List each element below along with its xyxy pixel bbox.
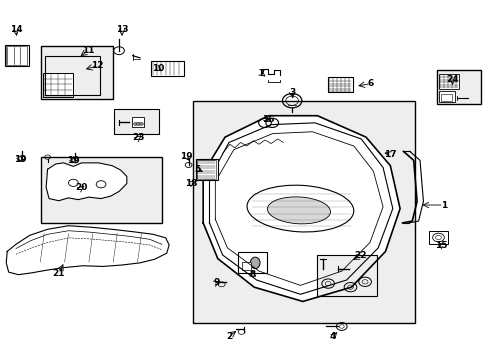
Bar (151, 61, 184, 76)
Text: 7: 7 (258, 69, 264, 78)
Polygon shape (6, 226, 169, 275)
Ellipse shape (250, 257, 260, 269)
Bar (428, 231, 447, 244)
Circle shape (139, 122, 143, 125)
Text: 19: 19 (15, 155, 27, 164)
Bar (41, 46, 113, 99)
Text: 24: 24 (446, 76, 458, 85)
Bar (45, 57, 100, 95)
Text: 3: 3 (288, 88, 295, 97)
Bar (6, 46, 27, 65)
Text: 9: 9 (213, 278, 220, 287)
Bar (317, 255, 376, 296)
Text: 5: 5 (194, 165, 200, 174)
Text: 17: 17 (383, 150, 396, 159)
Text: 13: 13 (116, 26, 128, 35)
Text: 18: 18 (184, 179, 197, 188)
Bar (41, 157, 162, 223)
Text: 19: 19 (67, 156, 80, 165)
Bar (131, 117, 143, 127)
Polygon shape (46, 163, 126, 201)
Bar (440, 94, 451, 101)
Bar (238, 252, 267, 273)
Circle shape (133, 122, 137, 125)
Text: 10: 10 (151, 64, 164, 73)
Bar (438, 74, 458, 89)
Bar (436, 70, 480, 104)
Text: 19: 19 (180, 152, 192, 161)
Circle shape (136, 122, 140, 125)
Bar (196, 158, 217, 180)
Bar (327, 77, 353, 93)
Text: 1: 1 (440, 201, 446, 210)
Text: 15: 15 (434, 240, 447, 249)
Bar (43, 73, 73, 97)
Bar (438, 91, 454, 102)
Text: 8: 8 (249, 270, 255, 279)
Text: 2: 2 (225, 332, 232, 341)
Text: 6: 6 (367, 79, 373, 88)
Ellipse shape (246, 185, 353, 232)
Ellipse shape (267, 197, 330, 224)
Text: 14: 14 (10, 26, 22, 35)
Bar (193, 102, 414, 323)
Bar (5, 45, 29, 66)
Text: 16: 16 (261, 116, 274, 125)
Text: 12: 12 (91, 61, 103, 70)
Text: 22: 22 (353, 251, 366, 260)
Bar (241, 262, 251, 270)
Bar (114, 109, 159, 134)
Polygon shape (203, 116, 399, 301)
Text: 4: 4 (329, 332, 335, 341)
Text: 23: 23 (132, 133, 144, 142)
Text: 21: 21 (52, 269, 65, 278)
Bar (197, 160, 215, 179)
Text: 11: 11 (81, 46, 94, 55)
Text: 20: 20 (75, 183, 88, 192)
